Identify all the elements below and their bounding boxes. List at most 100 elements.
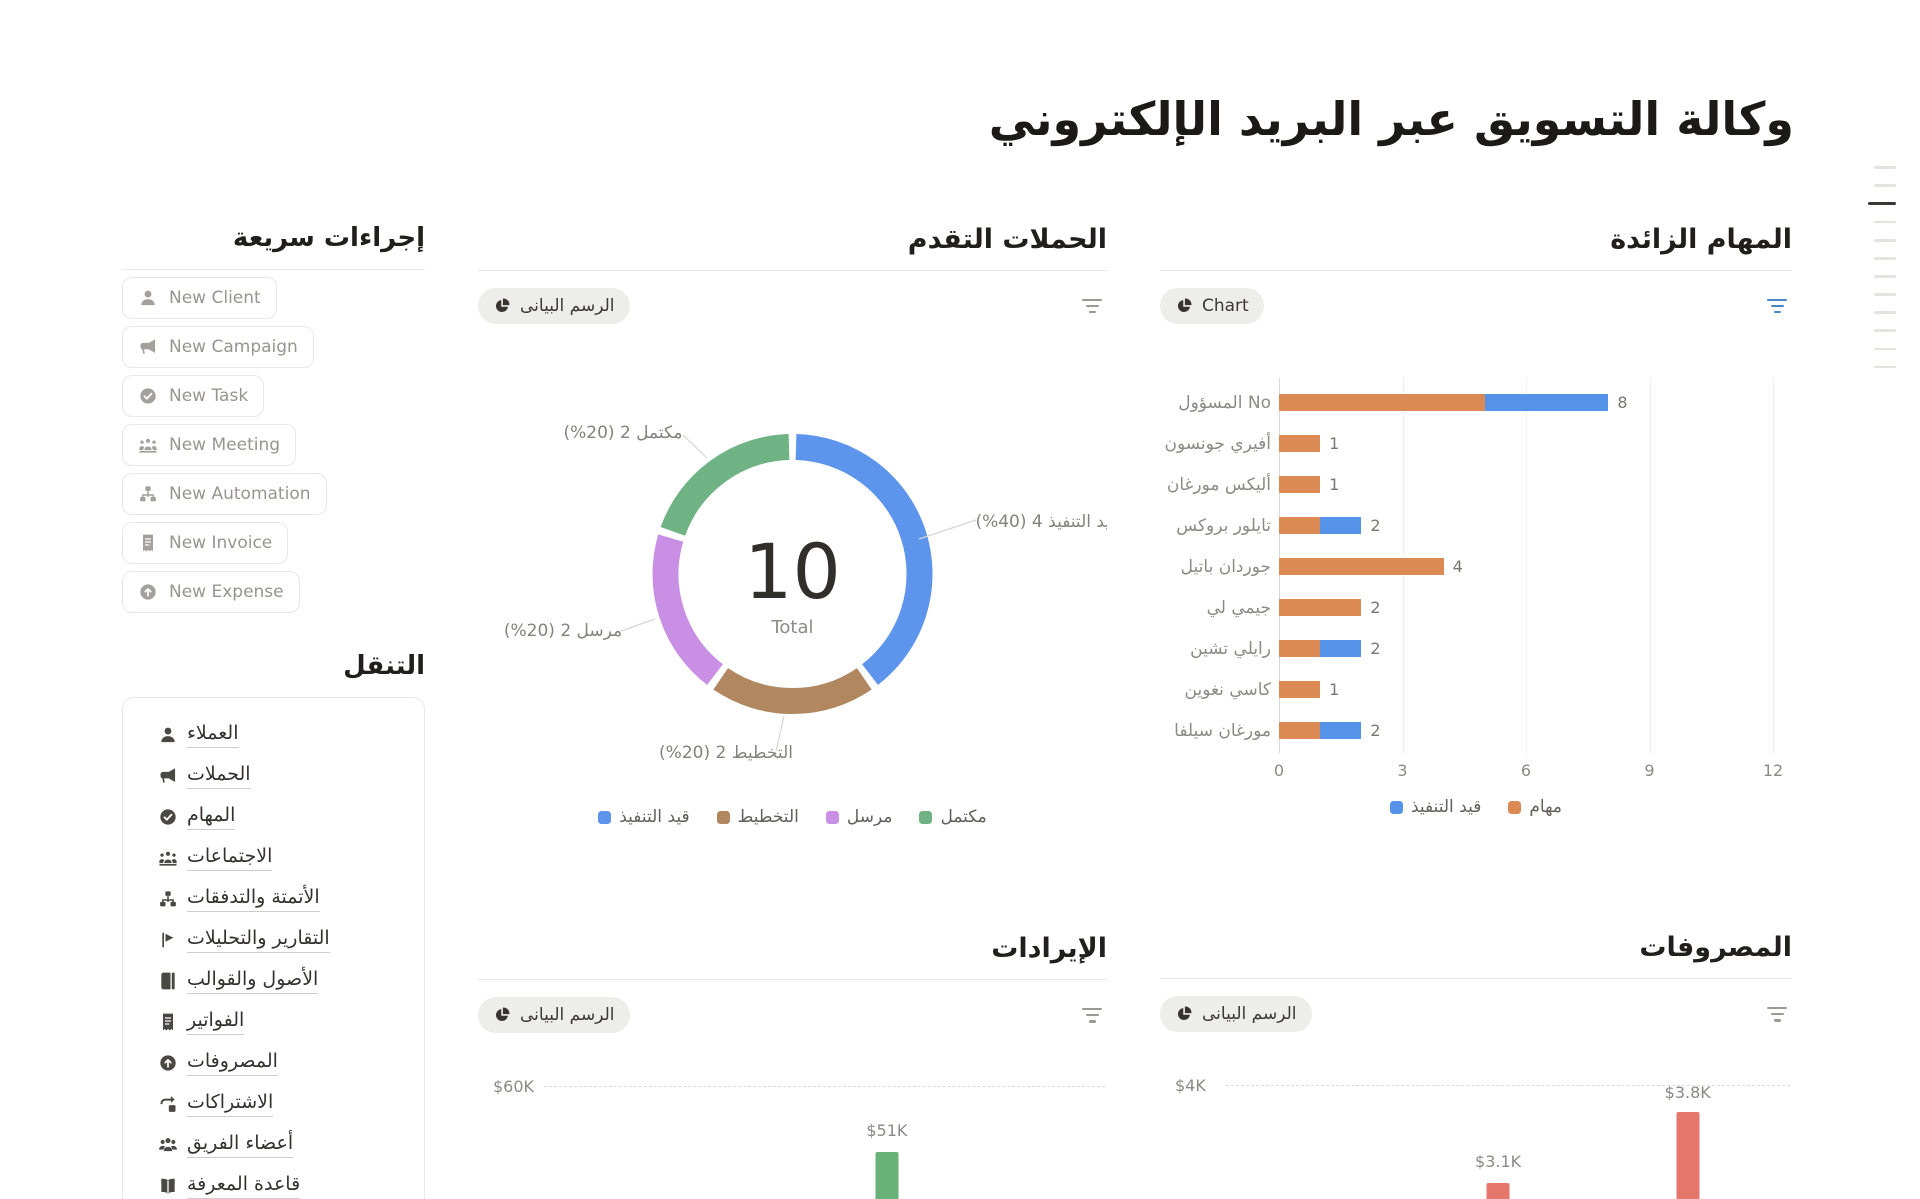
open-book-icon (158, 1176, 178, 1196)
nav-item[interactable]: الاجتماعات (158, 838, 414, 879)
bar-segment[interactable] (1320, 640, 1362, 658)
nav-item[interactable]: الحملات (158, 756, 414, 797)
nav-item-label: الأتمتة والتدفقات (187, 886, 320, 912)
quick-action-button[interactable]: New Task (122, 374, 265, 417)
nav-item[interactable]: التقارير والتحليلات (158, 920, 414, 961)
org-chart-icon (138, 484, 158, 504)
quick-action-button[interactable]: New Client (122, 276, 277, 319)
bar-value-label: 2 (1370, 639, 1381, 659)
outline-indicator-line[interactable] (1874, 311, 1896, 314)
book-icon (158, 971, 178, 991)
quick-action-button[interactable]: New Expense (122, 570, 300, 613)
nav-item[interactable]: قاعدة المعرفة (158, 1166, 414, 1199)
bar-segment[interactable] (1279, 681, 1321, 699)
bar-segment[interactable] (1279, 517, 1321, 535)
filter-icon[interactable] (1767, 298, 1792, 314)
bar-segment[interactable] (1279, 435, 1321, 453)
outline-indicator-line[interactable] (1874, 257, 1896, 260)
quick-action-button[interactable]: New Automation (122, 472, 327, 515)
filter-icon[interactable] (1767, 1006, 1792, 1022)
legend-item[interactable]: مهام (1508, 797, 1562, 817)
chip-label: Chart (1202, 296, 1249, 317)
legend-label: مكتمل (940, 807, 987, 828)
bar[interactable] (1676, 1112, 1700, 1199)
campaigns-card: الحملات التقدم الرسم البيانى قيد التنفيذ… (478, 222, 1119, 827)
bar-row: تايلور بروكس 2 (1160, 505, 1792, 546)
outline-indicator-line[interactable] (1868, 202, 1896, 206)
quick-actions-title: إجراءات سريعة (122, 222, 425, 270)
bar-segment[interactable] (1279, 476, 1321, 494)
tasks-bar-chart: No المسؤول 8 أفيري جونسون 1 أليكس مورغان 1 تاي… (1160, 378, 1792, 817)
nav-item[interactable]: الأتمتة والتدفقات (158, 879, 414, 920)
tasks-chart-chip[interactable]: Chart (1160, 288, 1264, 325)
bar-value-label: 4 (1452, 557, 1463, 577)
bar-segment[interactable] (1279, 722, 1321, 740)
donut-segment (652, 534, 724, 685)
campaigns-chart-chip[interactable]: الرسم البيانى (478, 288, 630, 325)
legend-item[interactable]: قيد التنفيذ (1389, 797, 1481, 817)
donut-legend: قيد التنفيذ التخطيط مرسل مكتمل (478, 807, 1107, 827)
outline-indicator-line[interactable] (1874, 347, 1896, 351)
label-leader-line (620, 618, 656, 632)
filter-icon[interactable] (1082, 1007, 1107, 1023)
outline-indicator-line[interactable] (1874, 293, 1896, 296)
outline-indicator-line[interactable] (1874, 238, 1896, 242)
chip-label: الرسم البيانى (1202, 1004, 1297, 1025)
bar-row: جيمي لي 2 (1160, 587, 1792, 628)
nav-item[interactable]: الاشتراكات (158, 1084, 414, 1125)
bar[interactable] (875, 1152, 899, 1199)
outline-indicator-line[interactable] (1874, 365, 1896, 369)
bar-segment[interactable] (1279, 640, 1321, 658)
quick-action-label: New Client (169, 287, 261, 308)
legend-swatch (1508, 800, 1522, 814)
bar-value-label: 1 (1329, 475, 1340, 495)
bar[interactable] (1486, 1183, 1510, 1199)
nav-item[interactable]: الفواتير (158, 1002, 414, 1043)
nav-item[interactable]: المصروفات (158, 1043, 414, 1084)
outline-indicator-line[interactable] (1874, 329, 1896, 333)
nav-item[interactable]: العملاء (158, 715, 414, 756)
quick-action-button[interactable]: New Meeting (122, 423, 297, 466)
revenue-chart-chip[interactable]: الرسم البيانى (478, 997, 630, 1034)
bar-row: مورغان سيلفا 2 (1160, 710, 1792, 751)
donut-segment (713, 667, 872, 715)
outline-indicator-line[interactable] (1874, 184, 1896, 187)
outline-indicator[interactable] (1868, 166, 1896, 369)
outline-indicator-line[interactable] (1874, 275, 1896, 278)
x-axis-tick-label: 6 (1520, 761, 1532, 781)
y-gridline (544, 1086, 1105, 1088)
bar-segment[interactable] (1484, 394, 1609, 412)
bar-segment[interactable] (1320, 722, 1362, 740)
nav-item[interactable]: أعضاء الفريق (158, 1125, 414, 1166)
legend-item[interactable]: مكتمل (919, 807, 987, 828)
quick-action-button[interactable]: New Campaign (122, 325, 314, 368)
pie-chart-icon (493, 1006, 511, 1024)
bar-segment[interactable] (1279, 394, 1485, 412)
revenue-title: الإيرادات (478, 931, 1107, 981)
bar-segment[interactable] (1279, 599, 1362, 617)
bar-segment[interactable] (1279, 558, 1444, 576)
receipt-icon (158, 1012, 178, 1032)
bar-value-label: 2 (1370, 598, 1381, 618)
bar-category-label: أليكس مورغان (1166, 474, 1271, 495)
donut-segment-label: قيد التنفيذ 4 (40%) (975, 512, 1107, 532)
nav-item-label: الاشتراكات (187, 1091, 274, 1117)
nav-item[interactable]: المهام (158, 797, 414, 838)
outline-indicator-line[interactable] (1874, 166, 1896, 169)
bar-value-label: $3.8K (1664, 1083, 1711, 1103)
filter-icon[interactable] (1082, 298, 1107, 314)
outline-indicator-line[interactable] (1874, 220, 1896, 224)
legend-item[interactable]: مرسل (825, 807, 892, 827)
legend-item[interactable]: قيد التنفيذ (598, 807, 690, 827)
nav-item-label: الأصول والقوالب (187, 968, 319, 994)
bar-category-label: تايلور بروكس (1176, 515, 1271, 536)
meeting-icon (158, 848, 178, 868)
expenses-chart-chip[interactable]: الرسم البيانى (1160, 996, 1312, 1033)
x-axis-tick-label: 12 (1762, 761, 1784, 781)
bar-segment[interactable] (1320, 517, 1362, 535)
revenue-bar-chart: $60K $51K (478, 1055, 1107, 1199)
nav-item[interactable]: الأصول والقوالب (158, 961, 414, 1002)
quick-action-button[interactable]: New Invoice (122, 521, 289, 564)
legend-item[interactable]: التخطيط (716, 807, 799, 827)
